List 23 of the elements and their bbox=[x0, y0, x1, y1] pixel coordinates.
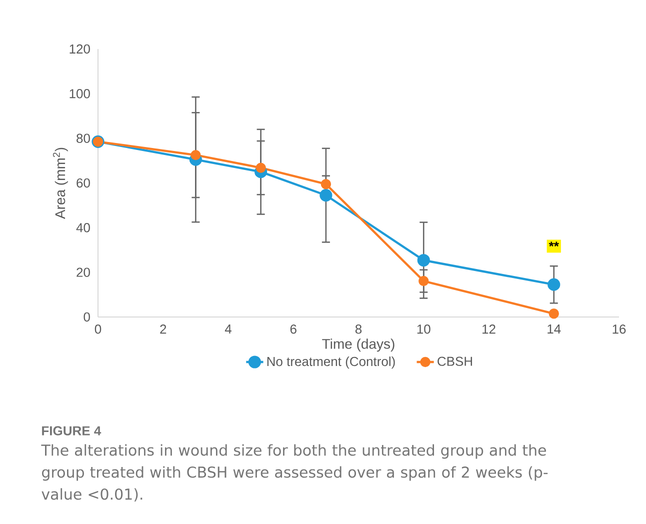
legend-label: No treatment (Control) bbox=[267, 356, 395, 369]
x-tick-label: 8 bbox=[355, 324, 362, 334]
legend-label: CBSH bbox=[438, 356, 472, 366]
y-tick-label: 120 bbox=[70, 44, 90, 54]
y-tick-label: 60 bbox=[76, 178, 90, 188]
y-tick-label: 20 bbox=[76, 268, 90, 277]
y-axis-title: Area (mm$^{2}$) bbox=[52, 148, 68, 219]
x-tick-label: 6 bbox=[290, 324, 296, 334]
x-tick-label: 4 bbox=[224, 324, 232, 334]
x-tick-label: 12 bbox=[482, 324, 496, 334]
text: The alterations in wound size for both the untreated group and the group treated with CBSH were assessed over a span of 2 weeks (p-value <0.01). bbox=[41, 444, 548, 502]
x-tick-label: 2 bbox=[160, 324, 166, 334]
annotation: ** bbox=[548, 242, 559, 247]
caption: FIGURE 4 bbox=[42, 426, 102, 436]
x-tick-label: 16 bbox=[612, 324, 626, 334]
x-axis-title: Time (days) bbox=[322, 338, 394, 352]
y-tick-label: 80 bbox=[76, 134, 90, 143]
y-tick-label: 100 bbox=[70, 89, 90, 98]
x-tick-label: 0 bbox=[94, 324, 102, 334]
y-tick-label: 40 bbox=[76, 223, 90, 232]
y-tick-label: 0 bbox=[84, 312, 90, 322]
x-tick-label: 10 bbox=[417, 324, 430, 334]
x-tick-label: 14 bbox=[548, 324, 561, 334]
